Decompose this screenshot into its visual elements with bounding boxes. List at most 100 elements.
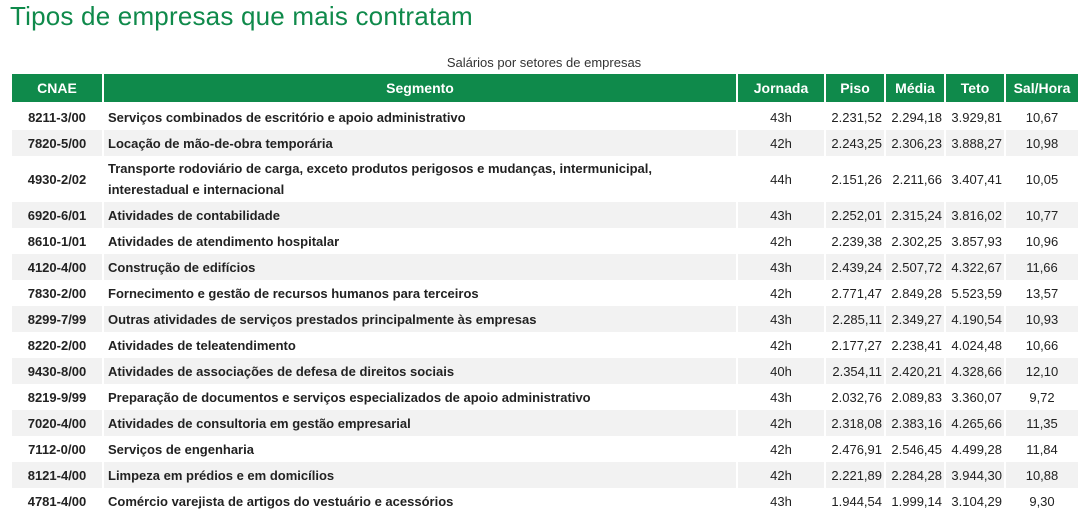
cell-cnae: 9430-8/00 (12, 358, 102, 384)
cell-segmento: Locação de mão-de-obra temporária (104, 130, 736, 156)
table-row: 8219-9/99 Preparação de documentos e serv… (12, 384, 1078, 410)
cell-media: 1.999,14 (891, 493, 942, 509)
table-caption: Salários por setores de empresas (446, 55, 642, 70)
cell-media: 2.306,23 (886, 130, 944, 156)
cell-teto: 4.328,66 (946, 358, 1004, 384)
cell-teto: 4.322,67 (946, 254, 1004, 280)
cell-cnae: 4930-2/02 (27, 171, 87, 187)
cell-segmento: Construção de edifícios (104, 254, 736, 280)
table-row: 7112-0/00 Serviços de engenharia 42h 2.476,… (12, 436, 1078, 462)
cell-jornada: 43h (738, 202, 824, 228)
cell-teto: 3.104,29 (951, 493, 1002, 509)
table-row: 7820-5/00 Locação de mão-de-obra temporár… (12, 130, 1078, 156)
cell-segmento: Serviços de engenharia (108, 441, 254, 457)
column-header-cnae: CNAE (12, 74, 102, 104)
cell-salhora: 10,98 (1006, 130, 1078, 156)
cell-salhora: 11,66 (1006, 254, 1078, 280)
cell-jornada: 42h (738, 410, 824, 436)
cell-salhora: 9,72 (1029, 389, 1055, 405)
table-row: 7830-2/00 Fornecimento e gestão de recurs… (12, 280, 1078, 306)
cell-piso: 2.476,91 (831, 441, 882, 457)
cell-cnae: 7820-5/00 (12, 130, 102, 156)
table-header-row: CNAE Segmento Jornada Piso Média Teto Sa… (12, 74, 1078, 104)
cell-salhora: 10,88 (1006, 462, 1078, 488)
cell-teto: 3.407,41 (951, 171, 1002, 187)
cell-salhora: 10,96 (1025, 233, 1059, 249)
cell-media: 2.284,28 (886, 462, 944, 488)
cell-teto: 4.265,66 (946, 410, 1004, 436)
cell-segmento: Atividades de associações de defesa de d… (104, 358, 736, 384)
cell-piso: 2.239,38 (831, 233, 882, 249)
cell-segmento: Serviços combinados de escritório e apoi… (108, 109, 466, 125)
column-header-media: Média (886, 74, 944, 104)
cell-salhora: 10,93 (1006, 306, 1078, 332)
cell-media: 2.507,72 (886, 254, 944, 280)
column-header-piso: Piso (826, 74, 884, 104)
table-row: 9430-8/00 Atividades de associações de de… (12, 358, 1078, 384)
cell-segmento: Preparação de documentos e serviços espe… (108, 389, 591, 405)
cell-segmento: Limpeza em prédios e em domicílios (104, 462, 736, 488)
cell-media: 2.238,41 (891, 337, 942, 353)
cell-piso: 2.252,01 (826, 202, 884, 228)
cell-segmento: Outras atividades de serviços prestados … (104, 306, 736, 332)
cell-salhora: 11,35 (1006, 410, 1078, 436)
cell-cnae: 8610-1/01 (27, 233, 87, 249)
cell-media: 2.302,25 (891, 233, 942, 249)
cell-jornada: 42h (770, 285, 792, 301)
cell-piso: 2.285,11 (826, 306, 884, 332)
table-row: 4120-4/00 Construção de edifícios 43h 2.439… (12, 254, 1078, 280)
cell-piso: 2.439,24 (826, 254, 884, 280)
cell-salhora: 10,67 (1025, 109, 1059, 125)
cell-segmento: Atividades de teleatendimento (108, 337, 296, 353)
cell-segmento: Comércio varejista de artigos do vestuár… (108, 493, 454, 509)
cell-piso: 2.318,08 (826, 410, 884, 436)
cell-jornada: 43h (770, 109, 792, 125)
cell-cnae: 7112-0/00 (28, 441, 86, 457)
table-row: 8211-3/00 Serviços combinados de escritór… (12, 104, 1078, 130)
column-header-salhora: Sal/Hora (1006, 74, 1078, 104)
cell-teto: 4.024,48 (951, 337, 1002, 353)
cell-media: 2.349,27 (886, 306, 944, 332)
table-row: 6920-6/01 Atividades de contabilidade 43h 2… (12, 202, 1078, 228)
cell-segmento: Atividades de consultoria em gestão empr… (104, 410, 736, 436)
cell-jornada: 43h (770, 493, 792, 509)
cell-segmento: Transporte rodoviário de carga, exceto p… (108, 161, 652, 197)
table-row: 8610-1/01 Atividades de atendimento hospi… (12, 228, 1078, 254)
column-header-segmento: Segmento (104, 74, 736, 104)
cell-media: 2.315,24 (886, 202, 944, 228)
cell-jornada: 42h (770, 233, 792, 249)
cell-segmento: Fornecimento e gestão de recursos humano… (108, 285, 479, 301)
cell-cnae: 7830-2/00 (27, 285, 87, 301)
cell-piso: 2.231,52 (831, 109, 882, 125)
salary-table: CNAE Segmento Jornada Piso Média Teto Sa… (10, 74, 1080, 514)
cell-jornada: 40h (738, 358, 824, 384)
cell-teto: 3.944,30 (946, 462, 1004, 488)
cell-teto: 3.929,81 (951, 109, 1002, 125)
table-row: 4930-2/02 Transporte rodoviário de carga,… (12, 156, 1078, 202)
cell-teto: 3.888,27 (946, 130, 1004, 156)
cell-cnae: 8299-7/99 (12, 306, 102, 332)
cell-piso: 2.243,25 (826, 130, 884, 156)
cell-media: 2.383,16 (886, 410, 944, 436)
table-row: 8299-7/99 Outras atividades de serviços p… (12, 306, 1078, 332)
page-title: Tipos de empresas que mais contratam (10, 1, 473, 31)
cell-media: 2.849,28 (891, 285, 942, 301)
cell-piso: 2.771,47 (831, 285, 882, 301)
cell-teto: 4.190,54 (946, 306, 1004, 332)
cell-media: 2.211,66 (892, 171, 942, 187)
cell-piso: 2.032,76 (831, 389, 882, 405)
cell-segmento: Atividades de contabilidade (104, 202, 736, 228)
table-row: 8220-2/00 Atividades de teleatendimento 42… (12, 332, 1078, 358)
cell-media: 2.546,45 (891, 441, 942, 457)
cell-teto: 3.816,02 (946, 202, 1004, 228)
cell-jornada: 42h (738, 462, 824, 488)
cell-salhora: 12,10 (1006, 358, 1078, 384)
cell-jornada: 42h (738, 130, 824, 156)
table-body: 8211-3/00 Serviços combinados de escritór… (12, 104, 1078, 514)
table-row: 4781-4/00 Comércio varejista de artigos d… (12, 488, 1078, 514)
cell-teto: 4.499,28 (951, 441, 1002, 457)
cell-media: 2.294,18 (891, 109, 942, 125)
cell-cnae: 7020-4/00 (12, 410, 102, 436)
cell-salhora: 13,57 (1025, 285, 1059, 301)
cell-piso: 2.177,27 (831, 337, 882, 353)
